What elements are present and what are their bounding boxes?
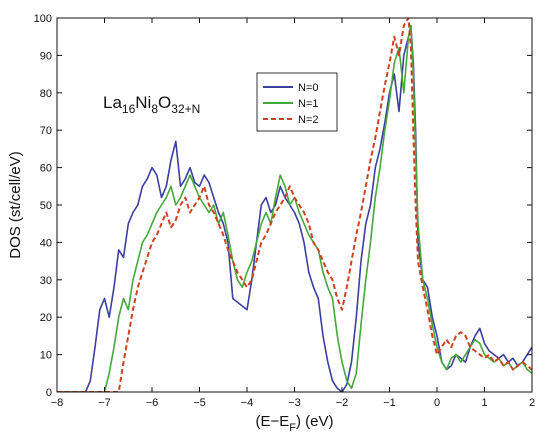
- legend-label-n0: N=0: [298, 82, 319, 94]
- y-axis-label: DOS (st/cell/eV): [7, 151, 24, 259]
- ticks-layer: −8 −7 −6 −5 −4 −3 −2 −1 0 1 2010203040506070809010…: [34, 13, 535, 409]
- x-tick-label: −1: [383, 397, 396, 409]
- formula-el-la: La: [103, 93, 122, 112]
- formula-sub-la: 16: [122, 102, 136, 116]
- legend-label-n1: N=1: [298, 98, 319, 110]
- y-tick-label: 10: [40, 350, 52, 362]
- x-tick-label: −7: [98, 397, 111, 409]
- x-axis-label-sub: F: [289, 422, 296, 434]
- formula-sub-o: 32+N: [171, 102, 200, 116]
- y-tick-label: 40: [40, 237, 52, 249]
- x-axis-label: (E−EF) (eV): [256, 413, 334, 434]
- y-tick-label: 90: [40, 50, 52, 62]
- y-tick-label: 0: [46, 387, 52, 399]
- x-tick-label: −8: [51, 397, 64, 409]
- x-tick-label: 0: [434, 397, 440, 409]
- y-tick-label: 80: [40, 88, 52, 100]
- legend-label-n2: N=2: [298, 114, 319, 126]
- y-tick-label: 20: [40, 312, 52, 324]
- series-line-n0: [57, 24, 532, 392]
- x-tick-label: −3: [288, 397, 301, 409]
- formula-el-ni: Ni: [135, 93, 151, 112]
- formula-el-o: O: [158, 93, 171, 112]
- x-tick-label: 1: [481, 397, 487, 409]
- x-axis-label-prefix: (E−E: [256, 413, 290, 430]
- series-layer: [57, 18, 532, 392]
- y-tick-label: 50: [40, 200, 52, 212]
- x-tick-label: −4: [241, 397, 254, 409]
- y-tick-label: 30: [40, 275, 52, 287]
- series-line-n1: [57, 24, 532, 392]
- x-tick-label: 2: [529, 397, 535, 409]
- x-tick-label: −6: [146, 397, 159, 409]
- formula-annotation: La16Ni8O32+N: [103, 93, 200, 116]
- formula-sub-ni: 8: [151, 102, 158, 116]
- legend-box: [256, 72, 338, 132]
- y-tick-label: 60: [40, 163, 52, 175]
- x-axis-label-suffix: ) (eV): [296, 413, 334, 430]
- x-tick-label: −2: [336, 397, 349, 409]
- legend: N=0 N=1 N=2: [256, 72, 338, 132]
- series-line-n2: [57, 18, 532, 392]
- y-tick-label: 70: [40, 125, 52, 137]
- x-tick-label: −5: [193, 397, 206, 409]
- y-tick-label: 100: [34, 13, 52, 25]
